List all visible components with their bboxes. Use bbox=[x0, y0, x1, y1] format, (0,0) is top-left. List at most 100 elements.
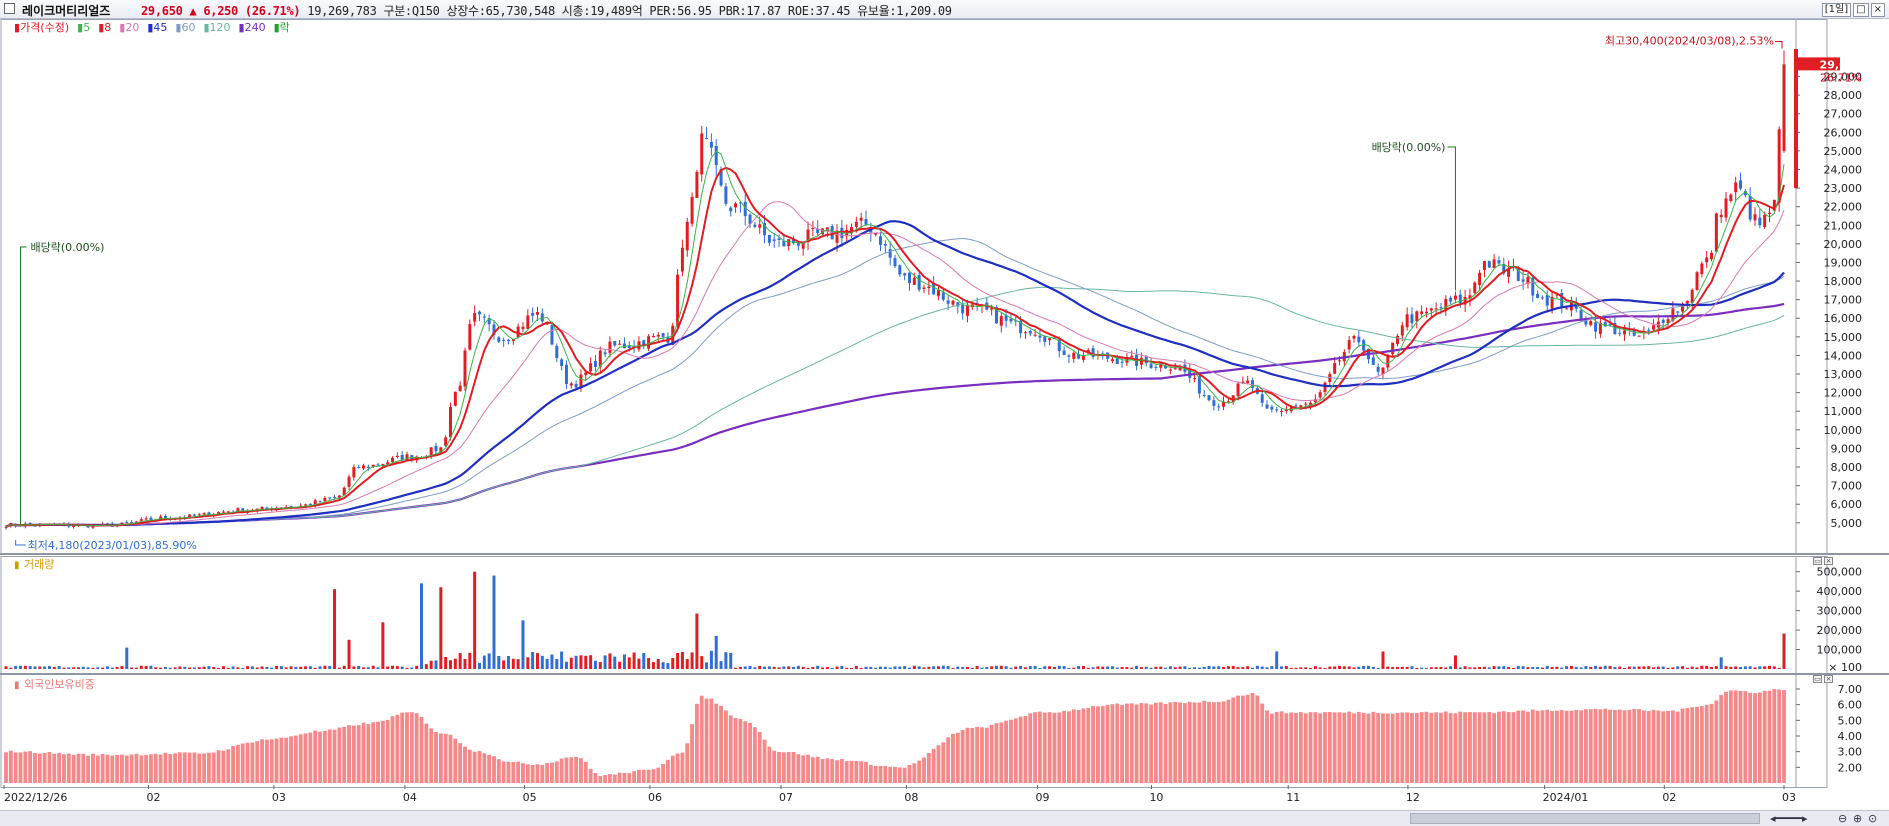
candle-body bbox=[1453, 295, 1457, 300]
candle-body bbox=[1584, 318, 1588, 325]
volume-bar bbox=[333, 589, 337, 669]
volume-bar bbox=[1033, 665, 1037, 669]
volume-bar bbox=[806, 667, 810, 669]
foreign-bar bbox=[762, 739, 767, 783]
volume-bar bbox=[1038, 667, 1042, 669]
candle-body bbox=[932, 283, 936, 295]
foreign-bar bbox=[366, 723, 371, 783]
zoom-slider-icon[interactable]: ◂━━━━▸ bbox=[1770, 812, 1808, 825]
volume-bar bbox=[284, 667, 288, 669]
volume-bar bbox=[1299, 667, 1303, 669]
close-button[interactable]: × bbox=[1870, 3, 1885, 17]
volume-bar bbox=[212, 667, 216, 669]
candle-body bbox=[342, 487, 346, 496]
volume-bar bbox=[376, 667, 380, 669]
foreign-bar bbox=[1313, 712, 1318, 783]
scroll-thumb[interactable] bbox=[1410, 813, 1760, 824]
volume-bar bbox=[1400, 666, 1404, 669]
stock-chart[interactable]: 5,000 6,000 7,000 8,000 9,000 10,000 11,000 12,… bbox=[0, 19, 1889, 810]
candle-body bbox=[1178, 366, 1182, 371]
legend-ma120[interactable]: ▮120 bbox=[203, 21, 231, 34]
price-change: ▲ 6,250 bbox=[189, 4, 239, 18]
foreign-bar bbox=[1477, 712, 1482, 783]
legend-ma8[interactable]: ▮8 bbox=[98, 21, 112, 34]
zoom-reset-icon[interactable]: ⊙ bbox=[1868, 812, 1878, 825]
volume-bar bbox=[154, 667, 158, 669]
volume-bar bbox=[1212, 666, 1216, 669]
volume-bar bbox=[1763, 666, 1767, 669]
ma45-line bbox=[5, 220, 1785, 528]
legend-ma5[interactable]: ▮5 bbox=[77, 21, 91, 34]
candle-body bbox=[1386, 354, 1390, 368]
candle-body bbox=[676, 274, 680, 327]
volume-bar bbox=[1623, 667, 1627, 669]
volume-bar bbox=[1362, 665, 1366, 669]
volume-bar bbox=[560, 651, 564, 669]
legend-ma45[interactable]: ▮45 bbox=[147, 21, 168, 34]
foreign-bar bbox=[810, 757, 815, 783]
candle-body bbox=[729, 207, 733, 212]
foreign-bar bbox=[1327, 711, 1332, 783]
chart-scrollbar[interactable]: ◂━━━━▸ ⊖ ⊕ ⊙ bbox=[0, 810, 1889, 826]
foreign-bar bbox=[1666, 710, 1670, 783]
volume-bar bbox=[231, 666, 235, 669]
volume-bar bbox=[1067, 667, 1071, 669]
foreign-bar bbox=[1728, 690, 1733, 783]
legend-ma60[interactable]: ▮60 bbox=[175, 21, 196, 34]
volume-bar bbox=[110, 667, 114, 669]
foreign-panel-min-button[interactable]: ▭ bbox=[1813, 675, 1822, 683]
volume-bar bbox=[453, 658, 457, 669]
foreign-bar bbox=[694, 703, 699, 783]
foreign-bar bbox=[1289, 712, 1294, 783]
foreign-bar bbox=[308, 732, 313, 783]
volume-bar bbox=[763, 666, 767, 669]
candle-body bbox=[627, 345, 631, 348]
candle-body bbox=[1275, 409, 1279, 411]
zoom-out-icon[interactable]: ⊖ bbox=[1838, 812, 1848, 825]
zoom-in-icon[interactable]: ⊕ bbox=[1853, 812, 1863, 825]
foreign-bar bbox=[1023, 715, 1028, 783]
volume-bar bbox=[994, 665, 998, 669]
foreign-bar bbox=[134, 753, 139, 783]
volume-bar bbox=[961, 667, 965, 669]
candle-body bbox=[265, 507, 269, 509]
foreign-bar bbox=[569, 757, 574, 783]
foreign-bar bbox=[1670, 710, 1675, 783]
volume-bar bbox=[424, 664, 428, 669]
foreign-bar bbox=[1390, 713, 1395, 783]
foreign-bar bbox=[76, 753, 81, 783]
volume-panel-min-button[interactable]: ▭ bbox=[1813, 557, 1822, 565]
volume-bar bbox=[308, 666, 312, 669]
volume-bar bbox=[482, 655, 486, 669]
volume-bar bbox=[1333, 666, 1337, 669]
legend-price[interactable]: ▮가격(수정) bbox=[14, 21, 70, 34]
volume-bar bbox=[400, 666, 404, 669]
foreign-bar bbox=[313, 730, 318, 783]
candle-body bbox=[656, 334, 660, 337]
legend-ma20[interactable]: ▮20 bbox=[119, 21, 140, 34]
foreign-bar bbox=[168, 753, 173, 783]
legend-ma240[interactable]: ▮240 bbox=[238, 21, 266, 34]
volume-bar bbox=[502, 660, 506, 669]
candle-body bbox=[236, 508, 240, 512]
minimize-button[interactable]: □ bbox=[1853, 3, 1869, 17]
volume-bar bbox=[1077, 666, 1081, 669]
volume-bar bbox=[1487, 667, 1491, 669]
volume-bar bbox=[192, 667, 196, 669]
select-checkbox[interactable] bbox=[4, 3, 15, 14]
foreign-bar bbox=[139, 755, 144, 783]
low-annotation: 최저4,180(2023/01/03),85.90% bbox=[28, 539, 197, 552]
foreign-bar bbox=[1685, 708, 1690, 783]
foreign-bar bbox=[661, 763, 666, 783]
foreign-bar bbox=[1641, 710, 1646, 783]
period-button[interactable]: [1일] bbox=[1821, 3, 1852, 17]
foreign-bar bbox=[951, 733, 955, 783]
foreign-panel-close-button[interactable]: × bbox=[1824, 675, 1833, 683]
volume-bar bbox=[1357, 666, 1361, 669]
volume-panel-close-button[interactable]: × bbox=[1824, 557, 1833, 565]
foreign-bar bbox=[1675, 711, 1680, 783]
legend-ex-dividend[interactable]: ▮락 bbox=[273, 21, 290, 34]
volume-bar bbox=[250, 666, 254, 669]
price-tick-label: 22,000 bbox=[1824, 201, 1863, 214]
foreign-bar bbox=[506, 761, 511, 783]
